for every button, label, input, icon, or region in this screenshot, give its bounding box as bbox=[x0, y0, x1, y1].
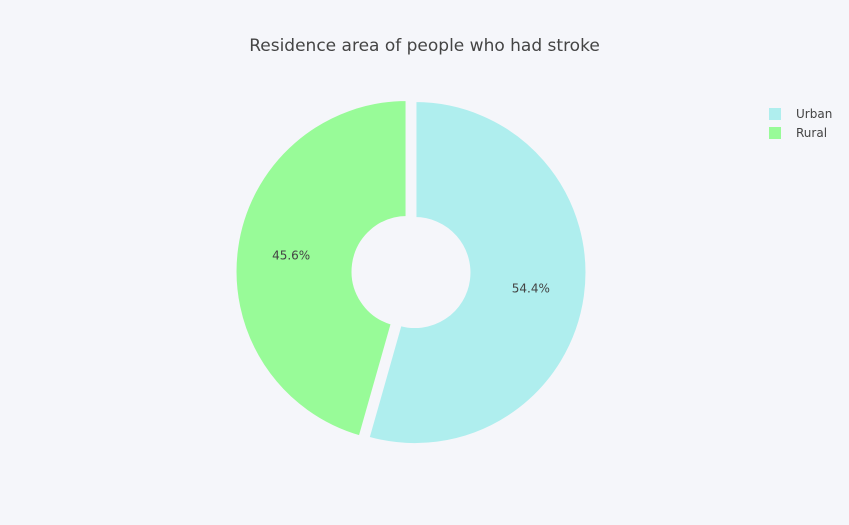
legend-label-rural: Rural bbox=[796, 126, 827, 140]
legend: Urban Rural bbox=[769, 107, 832, 140]
legend-item-rural[interactable]: Rural bbox=[769, 126, 827, 140]
pie-slice-rural[interactable] bbox=[233, 97, 409, 439]
chart-title: Residence area of people who had stroke bbox=[249, 36, 600, 56]
slice-label-rural: 45.6% bbox=[272, 248, 310, 262]
legend-swatch-rural bbox=[769, 127, 781, 139]
legend-swatch-urban bbox=[769, 108, 781, 120]
slice-label-urban: 54.4% bbox=[512, 282, 550, 296]
legend-label-urban: Urban bbox=[796, 107, 832, 121]
pie-slice-labels: 54.4% 45.6% bbox=[272, 248, 550, 295]
pie-slices bbox=[233, 97, 589, 447]
pie-slice-urban[interactable] bbox=[366, 99, 589, 447]
legend-item-urban[interactable]: Urban bbox=[769, 107, 832, 121]
